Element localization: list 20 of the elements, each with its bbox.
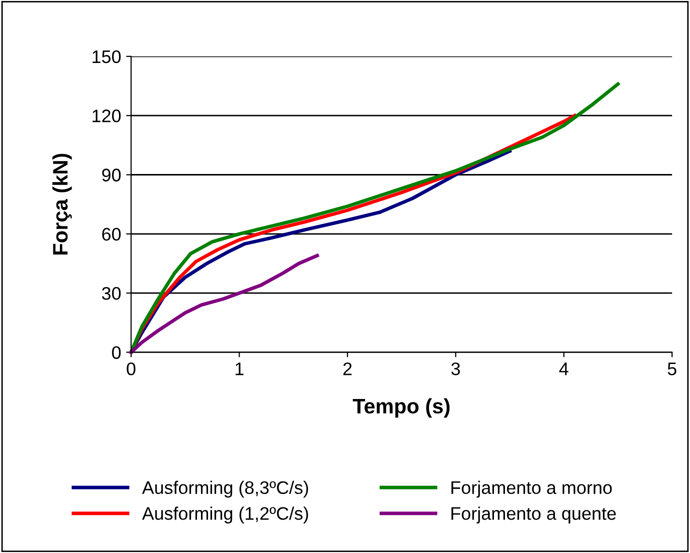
legend-label: Forjamento a morno <box>451 480 612 498</box>
line-series <box>129 254 319 354</box>
line-series <box>129 82 620 354</box>
x-tick-label: 0 <box>126 362 136 376</box>
legend-label: Ausforming (8,3ºC/s) <box>142 480 308 498</box>
y-axis-title: Força (kN) <box>52 154 72 254</box>
x-tick-label: 3 <box>451 362 460 376</box>
x-tick-label: 5 <box>668 362 676 376</box>
legend-label: Forjamento a quente <box>451 506 616 524</box>
x-tick-label: 4 <box>559 362 568 376</box>
x-tick-label: 2 <box>343 362 352 376</box>
x-axis-title: Tempo (s) <box>352 398 450 418</box>
x-tick-label: 1 <box>236 362 244 376</box>
legend-label: Ausforming (1,2ºC/s) <box>142 506 308 524</box>
y-tick-label: 120 <box>92 110 121 122</box>
y-tick-label: 150 <box>92 50 121 64</box>
y-tick-label: 0 <box>112 346 121 359</box>
y-tick-label: 60 <box>102 228 121 241</box>
y-tick-label: 30 <box>102 287 121 300</box>
y-tick-label: 90 <box>102 168 121 182</box>
